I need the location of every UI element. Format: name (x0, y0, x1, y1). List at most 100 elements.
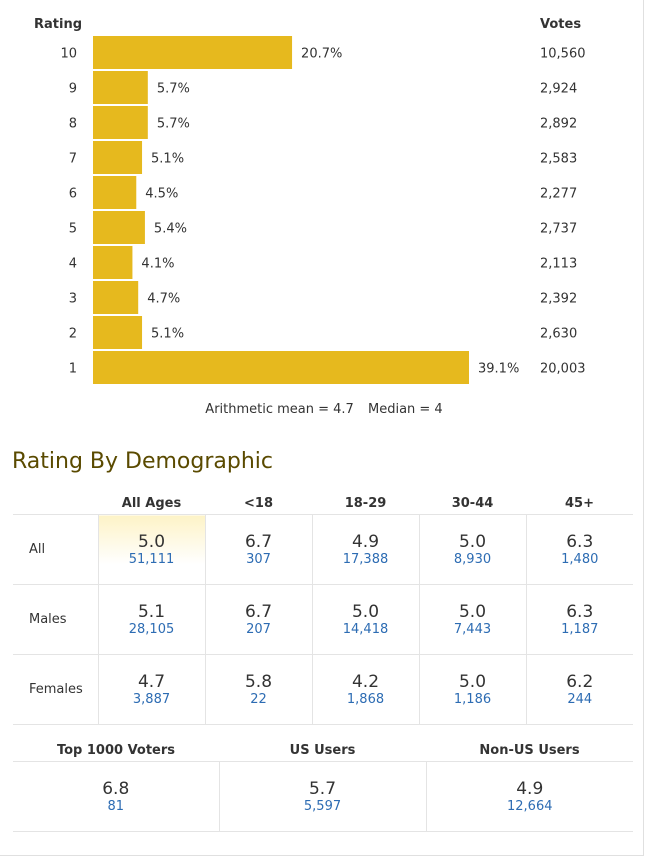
table-cell: 6.2 244 (525, 654, 633, 725)
table-cell: 6.3 1,480 (525, 514, 633, 585)
cell-rating: 5.8 (244, 671, 273, 692)
table-cell: 5.0 14,418 (311, 584, 420, 655)
cell-rating: 6.3 (566, 531, 594, 552)
cell-votes-link[interactable]: 5,597 (303, 798, 342, 814)
cell-rating: 5.0 (458, 531, 487, 552)
cell-rating: 4.7 (137, 671, 166, 692)
cell-votes-link[interactable]: 1,186 (453, 691, 492, 707)
rating-label: 1 (69, 362, 77, 377)
bar (93, 211, 145, 244)
bar (93, 36, 293, 69)
bar (93, 281, 139, 314)
arithmetic-mean: Arithmetic mean = 4.7 (205, 402, 354, 417)
bar (93, 351, 469, 384)
rating-label: 8 (69, 117, 77, 132)
votes-count: 2,113 (540, 257, 577, 272)
row-label-all: All (13, 514, 99, 585)
cell-votes-link[interactable]: 1,480 (561, 551, 599, 567)
bar (93, 176, 137, 209)
cell-votes-link[interactable]: 51,111 (128, 551, 175, 567)
bar-percent-label: 4.1% (141, 257, 174, 272)
table-cell: 5.0 51,111 (97, 514, 206, 585)
cell-votes-link[interactable]: 7,443 (453, 621, 492, 637)
cell-rating: 5.0 (137, 531, 166, 552)
cell-rating: 6.2 (566, 671, 594, 692)
bar-percent-label: 5.1% (151, 152, 184, 167)
table-cell: 6.7 207 (204, 584, 313, 655)
voter-group-table: Top 1000 Voters US Users Non-US Users 6.… (13, 740, 633, 832)
table-row: Females 4.7 3,887 5.8 22 4.2 1,868 5.0 1,186… (13, 654, 633, 725)
votes-count: 2,737 (540, 222, 577, 237)
column-header-30-44: 30-44 (419, 493, 526, 515)
cell-votes-link[interactable]: 81 (107, 798, 125, 814)
cell-rating: 5.0 (351, 601, 380, 622)
table-cell: 6.7 307 (204, 514, 313, 585)
bar (93, 316, 143, 349)
demographic-table: All Ages <18 18-29 30-44 45+ All 5.0 51,1… (13, 493, 633, 725)
cell-votes-link[interactable]: 14,418 (342, 621, 389, 637)
rating-label: 3 (69, 292, 77, 307)
votes-count: 2,392 (540, 292, 577, 307)
row-label-header (13, 493, 98, 515)
votes-count: 10,560 (540, 47, 586, 62)
row-label-males: Males (13, 584, 99, 655)
bar-percent-label: 5.1% (151, 327, 184, 342)
bar-percent-label: 5.4% (154, 222, 187, 237)
cell-votes-link[interactable]: 3,887 (132, 691, 171, 707)
cell-votes-link[interactable]: 1,868 (346, 691, 385, 707)
table-cell: 5.0 8,930 (418, 514, 527, 585)
cell-rating: 4.9 (516, 778, 544, 799)
table-cell: 4.9 17,388 (311, 514, 420, 585)
bar-percent-label: 4.5% (145, 187, 178, 202)
bar-percent-label: 5.7% (157, 117, 190, 132)
median: Median = 4 (367, 402, 443, 417)
cell-rating: 5.0 (458, 601, 487, 622)
cell-rating: 6.7 (244, 601, 273, 622)
table-cell: 6.3 1,187 (525, 584, 633, 655)
table-row: All 5.0 51,111 6.7 307 4.9 17,388 5.0 8,930 … (13, 514, 633, 585)
section-title: Rating By Demographic (12, 449, 274, 474)
table-cell: 5.0 7,443 (418, 584, 527, 655)
votes-count: 2,630 (540, 327, 577, 342)
cell-rating: 6.3 (566, 601, 594, 622)
table-cell: 4.2 1,868 (311, 654, 420, 725)
rating-stats: Arithmetic mean = 4.7 Median = 4 (0, 402, 648, 417)
cell-votes-link[interactable]: 28,105 (128, 621, 175, 637)
cell-rating: 5.7 (308, 778, 337, 799)
table-row: Males 5.1 28,105 6.7 207 5.0 14,418 5.0 7,44… (13, 584, 633, 655)
rating-label: 7 (69, 152, 77, 167)
cell-rating: 5.0 (458, 671, 487, 692)
bar-percent-label: 5.7% (157, 82, 190, 97)
table-row: 6.8 81 5.7 5,597 4.9 12,664 (13, 761, 633, 832)
cell-votes-link[interactable]: 1,187 (561, 621, 599, 637)
rating-label: 4 (69, 257, 77, 272)
bar (93, 141, 143, 174)
cell-votes-link[interactable]: 12,664 (507, 798, 553, 814)
votes-count: 20,003 (540, 362, 586, 377)
cell-votes-link[interactable]: 307 (246, 551, 271, 567)
cell-votes-link[interactable]: 244 (567, 691, 593, 707)
votes-count: 2,583 (540, 152, 577, 167)
cell-rating: 4.9 (351, 531, 380, 552)
rating-column-header: Rating (34, 17, 83, 32)
cell-votes-link[interactable]: 17,388 (342, 551, 389, 567)
rating-label: 5 (69, 222, 77, 237)
cell-votes-link[interactable]: 22 (250, 691, 267, 707)
rating-label: 9 (69, 82, 77, 97)
table-cell: 5.1 28,105 (97, 584, 206, 655)
table-cell: 5.7 5,597 (219, 761, 427, 832)
bar-percent-label: 20.7% (301, 47, 342, 62)
bar-percent-label: 4.7% (147, 292, 180, 307)
cell-votes-link[interactable]: 207 (246, 621, 271, 637)
bar (93, 106, 148, 139)
column-header-all-ages: All Ages (98, 493, 205, 515)
rating-label: 2 (69, 327, 77, 342)
cell-votes-link[interactable]: 8,930 (453, 551, 492, 567)
bar (93, 71, 148, 104)
bar (93, 246, 133, 279)
rating-histogram: 10 20.7% 10,560 9 5.7% 2,924 8 5.7% 2,892 7 5.1% 2,… (60, 36, 586, 384)
table-cell: 5.8 22 (204, 654, 313, 725)
bar-percent-label: 39.1% (478, 362, 519, 377)
column-header-under-18: <18 (205, 493, 312, 515)
